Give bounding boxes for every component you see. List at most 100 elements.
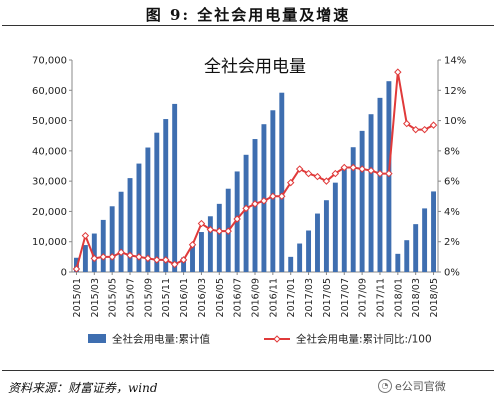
bar <box>270 110 276 272</box>
bar <box>181 257 187 272</box>
x-tick-label: 2018/03 <box>411 278 422 317</box>
growth-marker <box>394 68 402 76</box>
x-tick-label: 2017/03 <box>304 278 315 317</box>
growth-marker <box>242 204 250 213</box>
legend-label-bar: 全社会用电量:累计值 <box>112 333 211 346</box>
legend-swatch-marker <box>273 335 281 343</box>
growth-marker <box>349 163 357 172</box>
growth-marker <box>304 169 313 178</box>
bar <box>413 224 419 272</box>
growth-marker <box>331 169 340 178</box>
bar <box>216 203 222 272</box>
growth-marker <box>420 125 429 134</box>
growth-marker <box>251 200 259 208</box>
bar <box>359 130 365 272</box>
x-tick-label: 2015/01 <box>72 278 83 317</box>
growth-marker <box>206 225 215 234</box>
growth-marker <box>215 227 223 235</box>
x-tick-label: 2016/03 <box>197 278 208 317</box>
growth-marker <box>313 172 322 181</box>
bar <box>163 119 169 272</box>
bar <box>350 147 356 272</box>
growth-marker <box>72 265 81 273</box>
growth-marker <box>269 192 277 200</box>
y-left-tick-label: 0 <box>61 268 67 279</box>
wechat-icon: ◔ <box>378 379 392 393</box>
growth-marker <box>233 215 241 223</box>
y-left-tick-label: 20,000 <box>32 207 67 218</box>
growth-marker <box>153 256 161 264</box>
x-tick-label: 2018/05 <box>429 278 440 317</box>
bar <box>306 230 312 272</box>
y-left-tick-label: 70,000 <box>32 56 67 67</box>
y-left-tick-label: 30,000 <box>32 177 67 188</box>
growth-marker <box>358 165 366 173</box>
y-right-tick-label: 12% <box>444 86 466 97</box>
bar <box>323 200 329 272</box>
growth-marker <box>162 256 170 264</box>
bar <box>74 257 79 272</box>
source-rule <box>2 370 494 371</box>
bar <box>395 253 401 272</box>
y-right-tick-label: 0% <box>444 268 460 279</box>
growth-marker <box>135 253 143 261</box>
bar <box>315 213 320 272</box>
growth-marker <box>340 163 348 172</box>
x-tick-label: 2017/05 <box>322 278 333 317</box>
bar <box>207 216 213 272</box>
growth-marker <box>403 119 411 128</box>
y-right-tick-label: 4% <box>444 207 460 218</box>
bar <box>341 166 347 272</box>
growth-marker <box>287 178 295 187</box>
growth-marker <box>411 125 420 134</box>
x-tick-label: 2016/11 <box>268 278 279 317</box>
bar <box>332 182 338 272</box>
growth-marker <box>224 227 232 235</box>
x-tick-label: 2017/11 <box>375 278 386 317</box>
growth-marker <box>197 219 206 228</box>
chart: 全社会用电量 0 10,000 20,000 30,000 40,000 50,000 60… <box>32 56 466 346</box>
growth-marker <box>385 169 393 178</box>
y-left-tick-label: 60,000 <box>32 86 67 97</box>
growth-marker <box>81 231 90 240</box>
bar <box>136 163 142 272</box>
source-note: 资料来源：财富证券，wind <box>8 381 158 395</box>
growth-marker <box>322 177 331 185</box>
bar <box>288 256 294 272</box>
x-tick-label: 2015/09 <box>143 278 154 317</box>
watermark-text: e公司官微 <box>395 380 446 393</box>
x-tick-label: 2015/11 <box>161 278 172 317</box>
bar <box>145 147 151 272</box>
growth-marker <box>179 256 188 264</box>
bar <box>279 92 285 272</box>
bar <box>172 103 178 273</box>
x-tick-label: 2016/05 <box>215 278 226 317</box>
x-tick-label: 2017/07 <box>340 278 351 317</box>
x-tick-label: 2016/09 <box>251 278 262 317</box>
growth-marker <box>117 248 125 257</box>
x-tick-label: 2018/01 <box>393 278 404 317</box>
bar <box>404 240 410 272</box>
bar <box>91 233 97 272</box>
growth-marker <box>99 253 107 261</box>
figure-label: 图 9: 全社会用电量及增速 <box>145 6 351 24</box>
bar <box>368 114 374 272</box>
bar <box>198 232 204 272</box>
y-right-tick-label: 10% <box>444 116 466 127</box>
bar <box>297 243 303 272</box>
bar <box>82 245 88 272</box>
bar <box>100 219 106 272</box>
growth-marker <box>295 165 304 173</box>
chart-title: 全社会用电量 <box>204 57 306 77</box>
bar <box>431 191 436 272</box>
y-right-tick-label: 2% <box>444 237 460 248</box>
y-right-tick-label: 14% <box>444 56 466 67</box>
title-rule <box>2 25 494 26</box>
growth-marker <box>260 197 268 205</box>
bar <box>118 191 124 272</box>
x-tick-label: 2015/07 <box>126 278 137 317</box>
y-left-tick-label: 50,000 <box>32 116 67 127</box>
x-tick-label: 2016/07 <box>233 278 244 317</box>
x-tick-label: 2015/03 <box>90 278 101 317</box>
bar <box>243 154 249 272</box>
